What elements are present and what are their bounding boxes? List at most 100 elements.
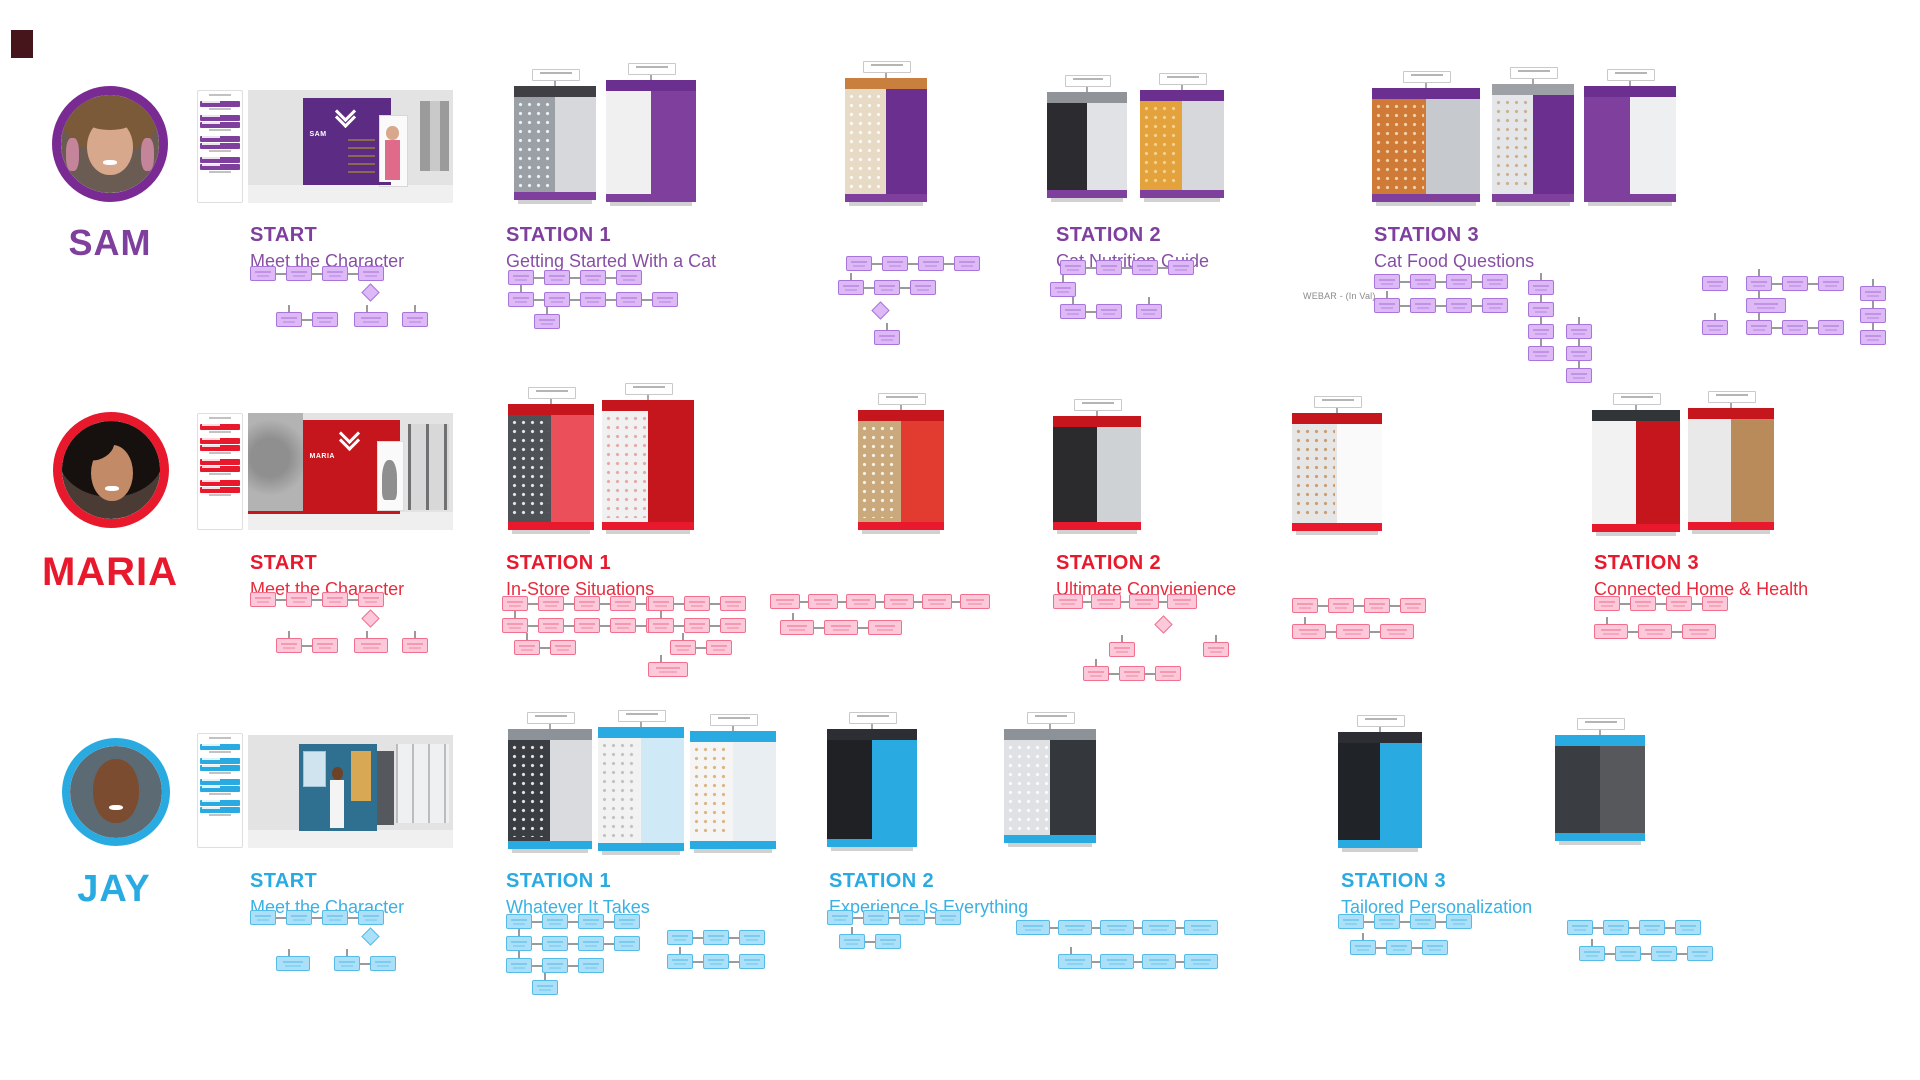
flow-cluster[interactable] [1053, 594, 1293, 714]
kiosk-image[interactable] [1338, 715, 1422, 852]
start-photo-jay[interactable] [248, 735, 453, 848]
kiosk-image[interactable] [602, 383, 694, 534]
flow-connector [508, 276, 642, 279]
kiosk-panel-right [1636, 410, 1680, 524]
kiosk-base [1584, 194, 1676, 202]
flow-step-box [648, 618, 674, 633]
flow-cluster[interactable] [250, 910, 490, 1030]
flow-cluster[interactable] [1292, 598, 1532, 718]
flow-cluster[interactable] [1594, 596, 1834, 716]
kiosk-base-shadow [1144, 198, 1220, 202]
kiosk-image[interactable] [598, 710, 684, 855]
kiosk-image[interactable] [1053, 399, 1141, 534]
flow-cluster[interactable] [1338, 914, 1578, 1034]
kiosk-panel-right [1630, 86, 1676, 194]
flow-step-box [1482, 298, 1508, 313]
poster-figure [385, 139, 400, 181]
flow-step-box [1860, 330, 1886, 345]
flow-step-box [502, 618, 528, 633]
kiosk-header-band [690, 731, 776, 742]
flow-step-box [538, 618, 564, 633]
start-photo-maria[interactable]: MARIA [248, 413, 453, 530]
start-photo-sam[interactable]: SAM [248, 90, 453, 203]
kiosk-image[interactable] [858, 393, 944, 534]
journey-step-list[interactable] [197, 733, 243, 848]
kiosk-base-shadow [610, 202, 692, 206]
kiosk-image[interactable] [1004, 712, 1096, 847]
kiosk-image[interactable] [1492, 67, 1574, 206]
stop-label-jay-station1: STATION 1 Whatever It Takes [506, 870, 650, 918]
flow-cluster[interactable] [250, 592, 490, 712]
flow-cluster[interactable] [1050, 260, 1290, 380]
smile [105, 485, 119, 491]
flow-step-box [1091, 594, 1121, 609]
kiosk-image[interactable] [514, 69, 596, 204]
flow-connector [250, 598, 384, 601]
flow-step-box [508, 270, 534, 285]
flow-cluster[interactable] [508, 270, 748, 390]
kiosk-image[interactable] [845, 61, 927, 206]
flow-cluster[interactable] [1374, 273, 1614, 394]
kiosk-image[interactable] [1592, 393, 1680, 536]
avatar-jay[interactable] [62, 738, 170, 846]
flow-step-box [578, 936, 604, 951]
flow-connector [1215, 635, 1217, 643]
flow-cluster[interactable] [1702, 269, 1920, 396]
kiosk-image[interactable] [1584, 69, 1676, 206]
list-header-row [200, 129, 240, 135]
flow-cluster[interactable] [838, 256, 1078, 376]
flow-cluster[interactable] [1016, 920, 1256, 1040]
flow-connector [1714, 313, 1716, 321]
kiosk-sign-pole [732, 723, 734, 731]
avatar-sam[interactable] [52, 86, 168, 202]
flow-step-box [910, 280, 936, 295]
kiosk-image[interactable] [1372, 71, 1480, 206]
kiosk-image[interactable] [1555, 718, 1645, 845]
flow-cluster[interactable] [250, 266, 490, 386]
kiosk-header-band [1047, 92, 1127, 103]
journey-step-list[interactable] [197, 90, 243, 203]
flow-step-box [827, 910, 853, 925]
flow-cluster[interactable] [506, 914, 746, 1034]
flow-connector [1148, 297, 1150, 305]
flow-cluster[interactable] [770, 594, 1010, 714]
kiosk-image[interactable] [690, 714, 776, 853]
flow-step-box [614, 914, 640, 929]
flow-connector [682, 633, 684, 641]
kiosk-image[interactable] [1688, 391, 1774, 534]
flow-step-box [1050, 282, 1076, 297]
flow-cluster[interactable] [667, 930, 907, 1050]
flow-cluster[interactable] [648, 596, 888, 716]
flow-cluster[interactable] [1567, 920, 1807, 1040]
flow-step-box [550, 640, 576, 655]
kiosk-base-shadow [1342, 848, 1418, 852]
kiosk-image[interactable] [1292, 396, 1382, 535]
flow-step-box [1400, 598, 1426, 613]
flow-step-box [863, 910, 889, 925]
list-header-row [200, 772, 240, 778]
flow-connector [1362, 933, 1364, 941]
kiosk-base-shadow [512, 530, 590, 534]
journey-step-list[interactable] [197, 413, 243, 530]
kiosk-sign-flag [532, 69, 580, 81]
flow-cluster[interactable] [827, 910, 1067, 1030]
list-header-row [200, 793, 240, 799]
avatar-maria[interactable] [53, 412, 169, 528]
flow-decision-diamond [361, 927, 380, 946]
list-step-bar [200, 136, 240, 142]
kiosk-image[interactable] [606, 63, 696, 206]
kiosk-panel-right [1182, 90, 1224, 190]
kiosk-panel-right [1426, 88, 1480, 194]
kiosk-image[interactable] [827, 712, 917, 851]
stop-label-maria-station3: STATION 3 Connected Home & Health [1594, 552, 1808, 600]
kiosk-image[interactable] [1140, 73, 1224, 202]
flow-step-box [1528, 324, 1554, 339]
corner-color-swatch[interactable] [11, 30, 33, 58]
kiosk-image[interactable] [508, 387, 594, 534]
kiosk-image[interactable] [1047, 75, 1127, 202]
kiosk-base [514, 192, 596, 200]
flow-step-box [1136, 304, 1162, 319]
flow-connector [670, 646, 732, 649]
kiosk-image[interactable] [508, 712, 592, 853]
list-header-row [200, 171, 240, 177]
